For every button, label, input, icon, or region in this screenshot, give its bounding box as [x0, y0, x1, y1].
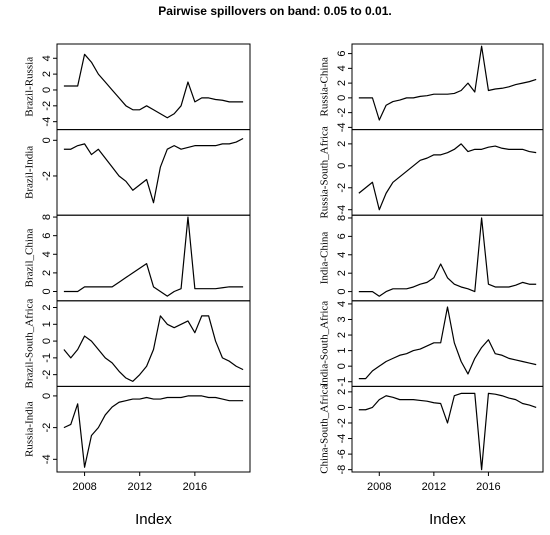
y-tick-label: 3	[336, 316, 348, 322]
y-tick-label: 1	[336, 348, 348, 354]
series-line	[63, 395, 244, 468]
panel-frame	[56, 43, 251, 131]
y-tick-label: 2	[41, 270, 53, 276]
x-axis-label: Index	[135, 511, 172, 528]
x-tick-label: 2008	[367, 481, 391, 493]
y-axis-label: Brazil-India	[24, 146, 36, 199]
y-axis-label: India-South_Africa	[319, 301, 331, 387]
y-tick-label: 2	[336, 270, 348, 276]
y-tick-label: 4	[336, 252, 348, 258]
y-tick-label: 2	[41, 71, 53, 77]
y-tick-label: 8	[336, 215, 348, 221]
y-tick-label: 2	[336, 332, 348, 338]
y-tick-label: 2	[41, 304, 53, 310]
x-tick-label: 2012	[127, 481, 151, 493]
y-axis-label: Russia-South_Africa	[319, 126, 331, 218]
y-tick-label: 6	[41, 233, 53, 239]
series-line	[358, 143, 537, 211]
y-tick-label: -2	[41, 370, 53, 380]
y-tick-label: 0	[336, 163, 348, 169]
y-axis-label: Brazil-Russia	[24, 57, 36, 117]
y-axis-label: Russia-India	[24, 401, 36, 457]
y-tick-label: 2	[336, 389, 348, 395]
y-axis-label: Brazil-South_Africa	[24, 299, 36, 389]
chart-title: Pairwise spillovers on band: 0.05 to 0.0…	[158, 4, 391, 18]
panel-frame	[56, 385, 251, 473]
y-tick-label: 0	[336, 404, 348, 410]
y-axis-label: China-South_Africa	[319, 384, 331, 473]
y-tick-label: -1	[336, 377, 348, 387]
y-tick-label: 4	[41, 55, 53, 61]
y-tick-label: 4	[41, 251, 53, 257]
y-tick-label: -4	[41, 454, 53, 464]
y-tick-label: 6	[336, 51, 348, 57]
y-tick-label: 0	[336, 289, 348, 295]
y-tick-label: 6	[336, 233, 348, 239]
y-tick-label: 4	[336, 301, 348, 307]
y-axis-label: India-China	[319, 232, 331, 285]
x-tick-label: 2008	[72, 481, 96, 493]
y-tick-label: 0	[336, 363, 348, 369]
y-tick-label: -6	[336, 449, 348, 459]
y-tick-label: -2	[41, 171, 53, 181]
x-tick-label: 2016	[183, 481, 207, 493]
y-tick-label: -4	[41, 117, 53, 127]
y-tick-label: -4	[336, 122, 348, 132]
series-line	[358, 217, 537, 297]
y-tick-label: 0	[41, 393, 53, 399]
panel-frame	[351, 300, 544, 387]
y-tick-label: 8	[41, 214, 53, 220]
panel-frame	[56, 300, 251, 387]
y-tick-label: 0	[41, 338, 53, 344]
y-tick-label: -1	[41, 353, 53, 363]
y-tick-label: 0	[41, 87, 53, 93]
y-tick-label: 0	[41, 137, 53, 143]
x-axis-label: Index	[429, 511, 466, 528]
series-line	[358, 306, 537, 380]
panel-frame	[351, 385, 544, 473]
panel-frame	[351, 214, 544, 302]
y-tick-label: 1	[41, 321, 53, 327]
series-line	[63, 216, 244, 297]
series-line	[358, 45, 537, 121]
x-tick-label: 2012	[422, 481, 446, 493]
y-axis-label: Russia-China	[319, 57, 331, 116]
x-tick-label: 2016	[476, 481, 500, 493]
y-tick-label: 0	[336, 95, 348, 101]
y-tick-label: -2	[336, 418, 348, 428]
series-line	[63, 315, 244, 382]
y-tick-label: -4	[336, 205, 348, 215]
series-line	[63, 137, 244, 204]
panel-frame	[351, 129, 544, 216]
y-tick-label: -2	[41, 101, 53, 111]
series-line	[63, 53, 244, 119]
y-tick-label: -2	[336, 183, 348, 193]
y-tick-label: -8	[336, 465, 348, 475]
y-tick-label: 4	[336, 65, 348, 71]
series-line	[358, 392, 537, 471]
y-tick-label: 2	[336, 141, 348, 147]
y-tick-label: 0	[41, 288, 53, 294]
y-tick-label: 2	[336, 80, 348, 86]
y-tick-label: -4	[336, 434, 348, 444]
y-axis-label: Brazil_China	[24, 229, 36, 288]
y-tick-label: -2	[41, 423, 53, 433]
y-tick-label: -2	[336, 108, 348, 118]
